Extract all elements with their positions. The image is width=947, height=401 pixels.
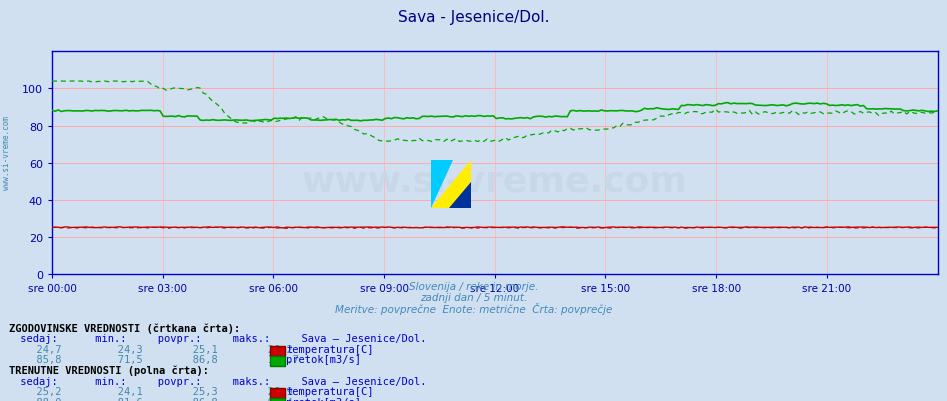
Text: Slovenija / reke in morje.: Slovenija / reke in morje.	[409, 282, 538, 292]
Polygon shape	[449, 182, 471, 209]
Text: temperatura[C]: temperatura[C]	[286, 344, 373, 354]
Polygon shape	[431, 160, 471, 209]
Text: TRENUTNE VREDNOSTI (polna črta):: TRENUTNE VREDNOSTI (polna črta):	[9, 365, 209, 375]
Text: www.si-vreme.com: www.si-vreme.com	[302, 164, 688, 198]
Text: 85,8         71,5        86,8        103,7: 85,8 71,5 86,8 103,7	[24, 354, 298, 365]
Text: pretok[m3/s]: pretok[m3/s]	[286, 354, 361, 365]
Text: sedaj:      min.:     povpr.:     maks.:     Sava – Jesenice/Dol.: sedaj: min.: povpr.: maks.: Sava – Jesen…	[14, 334, 427, 344]
Text: 25,2         24,1        25,3        26,9: 25,2 24,1 25,3 26,9	[24, 386, 293, 396]
Text: temperatura[C]: temperatura[C]	[286, 386, 373, 396]
Text: 24,7         24,3        25,1        26,2: 24,7 24,3 25,1 26,2	[24, 344, 293, 354]
Text: 88,0         81,6        86,8        92,4: 88,0 81,6 86,8 92,4	[24, 397, 293, 401]
Text: zadnji dan / 5 minut.: zadnji dan / 5 minut.	[420, 292, 527, 302]
Text: Sava - Jesenice/Dol.: Sava - Jesenice/Dol.	[398, 10, 549, 25]
Polygon shape	[431, 160, 453, 209]
Text: sedaj:      min.:     povpr.:     maks.:     Sava – Jesenice/Dol.: sedaj: min.: povpr.: maks.: Sava – Jesen…	[14, 376, 427, 386]
Text: www.si-vreme.com: www.si-vreme.com	[2, 115, 11, 189]
Text: Meritve: povprečne  Enote: metrične  Črta: povprečje: Meritve: povprečne Enote: metrične Črta:…	[335, 302, 612, 314]
Text: ZGODOVINSKE VREDNOSTI (črtkana črta):: ZGODOVINSKE VREDNOSTI (črtkana črta):	[9, 323, 241, 333]
Text: pretok[m3/s]: pretok[m3/s]	[286, 397, 361, 401]
